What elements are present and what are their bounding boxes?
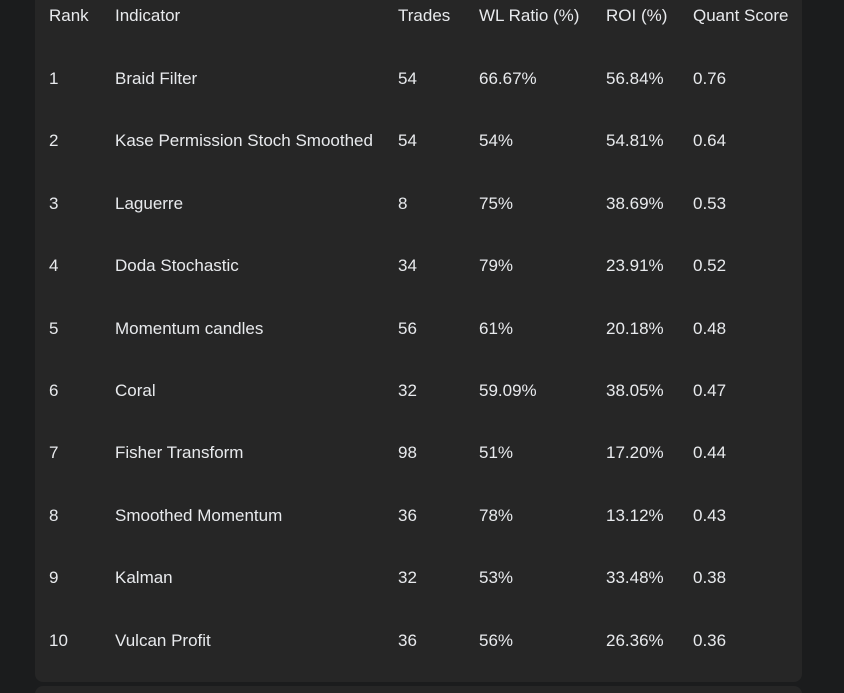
cell-trades: 54 — [398, 69, 417, 88]
table-row: 10 Vulcan Profit 36 56% 26.36% 0.36 — [35, 629, 802, 653]
cell-roi: 54.81% — [606, 131, 664, 150]
next-block-edge — [35, 686, 802, 693]
cell-wl-ratio: 75% — [479, 194, 514, 213]
cell-rank: 1 — [49, 69, 59, 88]
cell-wl-ratio: 78% — [479, 506, 514, 525]
header-quant-score: Quant Score — [693, 6, 789, 25]
cell-wl-ratio: 61% — [479, 319, 514, 338]
cell-rank: 8 — [49, 506, 59, 525]
cell-quant-score: 0.44 — [693, 443, 727, 462]
cell-rank: 7 — [49, 443, 59, 462]
cell-roi: 17.20% — [606, 443, 664, 462]
cell-rank: 2 — [49, 131, 59, 150]
cell-trades: 98 — [398, 443, 417, 462]
cell-indicator: Kalman — [115, 568, 173, 587]
cell-wl-ratio: 51% — [479, 443, 514, 462]
cell-indicator: Kase Permission Stoch Smoothed — [115, 131, 373, 150]
cell-wl-ratio: 56% — [479, 631, 514, 650]
cell-roi: 33.48% — [606, 568, 664, 587]
cell-wl-ratio: 66.67% — [479, 69, 537, 88]
table-row: 7 Fisher Transform 98 51% 17.20% 0.44 — [35, 441, 802, 465]
table-header-row: Rank Indicator Trades WL Ratio (%) ROI (… — [35, 4, 802, 28]
header-roi: ROI (%) — [606, 6, 668, 25]
cell-trades: 56 — [398, 319, 417, 338]
cell-rank: 3 — [49, 194, 59, 213]
header-trades: Trades — [398, 6, 451, 25]
cell-quant-score: 0.43 — [693, 506, 727, 525]
cell-indicator: Braid Filter — [115, 69, 198, 88]
cell-quant-score: 0.52 — [693, 256, 727, 275]
cell-wl-ratio: 79% — [479, 256, 514, 275]
cell-quant-score: 0.48 — [693, 319, 727, 338]
cell-roi: 26.36% — [606, 631, 664, 650]
cell-quant-score: 0.47 — [693, 381, 727, 400]
cell-roi: 13.12% — [606, 506, 664, 525]
cell-trades: 36 — [398, 506, 417, 525]
cell-indicator: Vulcan Profit — [115, 631, 211, 650]
table-row: 3 Laguerre 8 75% 38.69% 0.53 — [35, 192, 802, 216]
cell-trades: 36 — [398, 631, 417, 650]
cell-rank: 9 — [49, 568, 59, 587]
cell-roi: 20.18% — [606, 319, 664, 338]
cell-wl-ratio: 59.09% — [479, 381, 537, 400]
results-table: Rank Indicator Trades WL Ratio (%) ROI (… — [35, 0, 802, 682]
cell-indicator: Coral — [115, 381, 156, 400]
cell-quant-score: 0.53 — [693, 194, 727, 213]
cell-roi: 56.84% — [606, 69, 664, 88]
header-wl-ratio: WL Ratio (%) — [479, 6, 580, 25]
table-row: 4 Doda Stochastic 34 79% 23.91% 0.52 — [35, 254, 802, 278]
cell-indicator: Fisher Transform — [115, 443, 244, 462]
table-row: 5 Momentum candles 56 61% 20.18% 0.48 — [35, 317, 802, 341]
cell-indicator: Smoothed Momentum — [115, 506, 283, 525]
cell-quant-score: 0.36 — [693, 631, 727, 650]
cell-rank: 6 — [49, 381, 59, 400]
cell-wl-ratio: 54% — [479, 131, 514, 150]
cell-indicator: Doda Stochastic — [115, 256, 239, 275]
cell-roi: 23.91% — [606, 256, 664, 275]
cell-trades: 54 — [398, 131, 417, 150]
cell-wl-ratio: 53% — [479, 568, 514, 587]
cell-rank: 4 — [49, 256, 59, 275]
cell-trades: 8 — [398, 194, 408, 213]
cell-rank: 10 — [49, 631, 68, 650]
header-rank: Rank — [49, 6, 89, 25]
cell-trades: 32 — [398, 568, 417, 587]
cell-indicator: Momentum candles — [115, 319, 264, 338]
cell-roi: 38.05% — [606, 381, 664, 400]
table-row: 6 Coral 32 59.09% 38.05% 0.47 — [35, 379, 802, 403]
cell-trades: 34 — [398, 256, 417, 275]
cell-quant-score: 0.64 — [693, 131, 727, 150]
cell-rank: 5 — [49, 319, 59, 338]
cell-trades: 32 — [398, 381, 417, 400]
cell-quant-score: 0.38 — [693, 568, 727, 587]
cell-indicator: Laguerre — [115, 194, 184, 213]
table-row: 9 Kalman 32 53% 33.48% 0.38 — [35, 566, 802, 590]
cell-roi: 38.69% — [606, 194, 664, 213]
table-row: 1 Braid Filter 54 66.67% 56.84% 0.76 — [35, 67, 802, 91]
header-indicator: Indicator — [115, 6, 181, 25]
table-row: 8 Smoothed Momentum 36 78% 13.12% 0.43 — [35, 504, 802, 528]
table-row: 2 Kase Permission Stoch Smoothed 54 54% 54.8… — [35, 129, 802, 153]
cell-quant-score: 0.76 — [693, 69, 727, 88]
